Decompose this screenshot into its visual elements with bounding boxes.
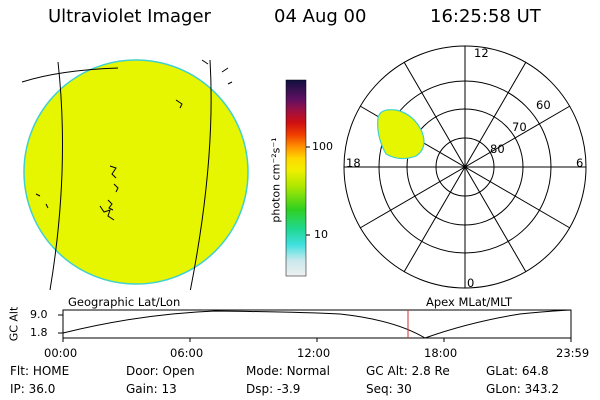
colorbar-unit-label: photon cm⁻²s⁻¹ <box>269 137 283 223</box>
mlt-label-6: 6 <box>576 156 584 170</box>
altitude-curve <box>62 309 572 339</box>
mlt-label-0: 0 <box>467 276 475 290</box>
info-door: Door: Open <box>126 364 195 378</box>
coastline <box>35 59 233 221</box>
info-dsp: Dsp: -3.9 <box>246 382 301 396</box>
latitude-line <box>21 67 119 83</box>
time-tick-0000: 00:00 <box>44 346 78 360</box>
color-scale-bar <box>285 79 307 277</box>
mlt-label-12: 12 <box>474 46 489 60</box>
longitude-line-right <box>189 59 212 290</box>
earth-disk-image <box>21 59 249 290</box>
earth-disk <box>23 59 249 285</box>
longitude-line-left <box>49 61 63 290</box>
info-glon: GLon: 343.2 <box>486 382 559 396</box>
alt-tick-1-8: 1.8 <box>30 326 48 339</box>
info-seq: Seq: 30 <box>366 382 412 396</box>
time-tick-2359: 23:59 <box>556 346 590 360</box>
info-gain: Gain: 13 <box>126 382 177 396</box>
info-ip: IP: 36.0 <box>10 382 56 396</box>
alt-tick-9: 9.0 <box>30 308 48 321</box>
info-gc-alt: GC Alt: 2.8 Re <box>366 364 450 378</box>
info-glat: GLat: 64.8 <box>486 364 549 378</box>
observation-date: 04 Aug 00 <box>274 6 367 27</box>
info-mode: Mode: Normal <box>246 364 330 378</box>
polar-mlat-mlt-plot <box>343 45 587 289</box>
observation-time: 16:25:58 UT <box>430 6 541 27</box>
colorbar-tick-100: 100 <box>312 140 333 153</box>
polar-image-patch <box>377 109 425 160</box>
mlat-label-80: 80 <box>490 142 505 156</box>
info-flt: Flt: HOME <box>10 364 70 378</box>
time-tick-1200: 12:00 <box>297 346 331 360</box>
geographic-label: Geographic Lat/Lon <box>68 295 181 309</box>
colorbar-tick-10: 10 <box>314 228 328 241</box>
time-tick-0600: 06:00 <box>170 346 204 360</box>
mlt-label-18: 18 <box>346 156 361 170</box>
altitude-plot <box>58 309 572 342</box>
time-tick-1800: 18:00 <box>424 346 458 360</box>
mlat-label-60: 60 <box>536 98 551 112</box>
instrument-title: Ultraviolet Imager <box>48 6 211 27</box>
mlat-label-70: 70 <box>512 120 527 134</box>
gc-alt-axis-label: GC Alt <box>7 306 21 342</box>
apex-label: Apex MLat/MLT <box>426 295 513 309</box>
